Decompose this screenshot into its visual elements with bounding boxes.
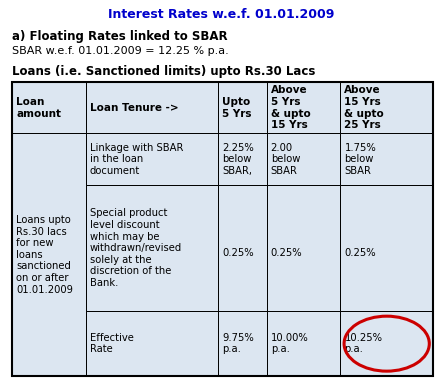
Text: Loans (i.e. Sanctioned limits) upto Rs.30 Lacs: Loans (i.e. Sanctioned limits) upto Rs.3… (12, 65, 315, 78)
Bar (267, 82, 340, 133)
Text: 2.00
below
SBAR: 2.00 below SBAR (271, 142, 300, 176)
Text: Special product
level discount
which may be
withdrawn/revised
solely at the
disc: Special product level discount which may… (89, 208, 182, 288)
Bar (218, 185, 267, 311)
Text: Above
15 Yrs
& upto
25 Yrs: Above 15 Yrs & upto 25 Yrs (344, 85, 384, 130)
Bar (267, 185, 340, 311)
Text: Loan Tenure ->: Loan Tenure -> (89, 103, 178, 113)
Bar (85, 133, 218, 185)
Bar (267, 311, 340, 376)
Bar (218, 82, 267, 133)
Bar (218, 133, 267, 185)
Bar (340, 133, 433, 185)
Bar (12, 133, 85, 376)
Bar (267, 133, 340, 185)
Text: 0.25%: 0.25% (222, 248, 254, 258)
Bar (12, 82, 433, 376)
Text: Linkage with SBAR
in the loan
document: Linkage with SBAR in the loan document (89, 142, 183, 176)
Text: SBAR w.e.f. 01.01.2009 = 12.25 % p.a.: SBAR w.e.f. 01.01.2009 = 12.25 % p.a. (12, 46, 229, 56)
Bar (85, 185, 218, 311)
Bar (85, 311, 218, 376)
Text: Loan
amount: Loan amount (16, 97, 61, 118)
Bar (340, 311, 433, 376)
Text: 0.25%: 0.25% (344, 248, 376, 258)
Text: Loans upto
Rs.30 lacs
for new
loans
sanctioned
on or after
01.01.2009: Loans upto Rs.30 lacs for new loans sanc… (16, 215, 73, 295)
Text: 10.00%
p.a.: 10.00% p.a. (271, 333, 308, 354)
Text: 1.75%
below
SBAR: 1.75% below SBAR (344, 142, 376, 176)
Text: Above
5 Yrs
& upto
15 Yrs: Above 5 Yrs & upto 15 Yrs (271, 85, 311, 130)
Text: 10.25%
p.a.: 10.25% p.a. (344, 333, 382, 354)
Bar (340, 82, 433, 133)
Bar (340, 185, 433, 311)
Text: 9.75%
p.a.: 9.75% p.a. (222, 333, 254, 354)
Bar (218, 311, 267, 376)
Text: 0.25%: 0.25% (271, 248, 302, 258)
Text: a) Floating Rates linked to SBAR: a) Floating Rates linked to SBAR (12, 30, 228, 43)
Text: Effective
Rate: Effective Rate (89, 333, 133, 354)
Text: Interest Rates w.e.f. 01.01.2009: Interest Rates w.e.f. 01.01.2009 (108, 8, 335, 21)
Bar (12, 82, 85, 133)
Text: Upto
5 Yrs: Upto 5 Yrs (222, 97, 252, 118)
Bar (85, 82, 218, 133)
Text: 2.25%
below
SBAR,: 2.25% below SBAR, (222, 142, 254, 176)
